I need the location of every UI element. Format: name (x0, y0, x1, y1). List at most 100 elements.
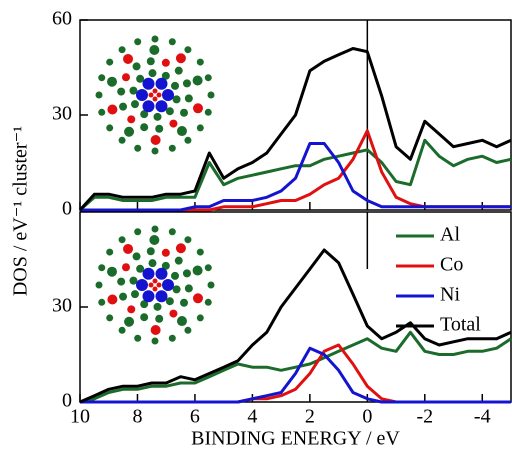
atom (146, 247, 155, 256)
x-tick-label: 8 (132, 406, 142, 428)
atom (180, 108, 189, 117)
atom (204, 298, 212, 306)
cluster-icon (95, 35, 215, 155)
atom (98, 298, 106, 306)
series-line (79, 138, 512, 212)
series-line (79, 248, 512, 404)
atom (150, 324, 161, 335)
y-axis-label: DOS / eV⁻¹ cluster⁻¹ (10, 126, 32, 296)
atom (130, 290, 139, 299)
atom (172, 95, 181, 104)
atom (134, 38, 142, 46)
atom (124, 126, 135, 137)
atom (162, 279, 174, 291)
atom (192, 293, 203, 304)
atom (169, 119, 178, 128)
atom (153, 302, 162, 311)
x-tick-label: 2 (305, 406, 315, 428)
atom (142, 77, 155, 90)
atom (134, 334, 142, 342)
cluster-icon (95, 225, 215, 345)
atom (118, 236, 126, 244)
atom (180, 298, 189, 307)
atom (106, 314, 114, 322)
atom (196, 124, 204, 132)
atom (155, 290, 168, 303)
atom (168, 334, 176, 342)
atom (136, 89, 148, 101)
y-tick-label: 60 (52, 8, 72, 30)
atom (174, 66, 183, 75)
atom (165, 297, 174, 306)
atom (95, 281, 103, 289)
atom (148, 69, 157, 78)
atom (130, 100, 139, 109)
y-tick-label: 30 (52, 103, 72, 125)
atom (117, 277, 126, 286)
legend-label: Co (440, 254, 463, 276)
atom (168, 144, 176, 152)
atom (98, 74, 106, 82)
atom (142, 100, 155, 113)
atom (171, 81, 180, 90)
atom (162, 89, 174, 101)
atom (156, 92, 162, 98)
atom (184, 236, 192, 244)
atom (136, 279, 148, 291)
y-tick-label: 0 (62, 390, 72, 412)
atom (107, 266, 118, 277)
atom (176, 316, 187, 327)
atom (184, 284, 193, 293)
atom (132, 252, 141, 261)
atom (134, 144, 142, 152)
atom (148, 92, 154, 98)
atom (174, 256, 183, 265)
atom (107, 76, 118, 87)
x-tick-label: 6 (190, 406, 200, 428)
atom (192, 265, 203, 276)
atom (107, 294, 118, 305)
atom (142, 290, 155, 303)
atom (155, 314, 164, 323)
atom (153, 112, 162, 121)
atom (95, 91, 103, 99)
atom (196, 58, 204, 66)
atom (204, 74, 212, 82)
atom (152, 286, 158, 292)
atom (136, 264, 145, 273)
atom (155, 267, 168, 280)
atom (152, 88, 158, 94)
atom (182, 79, 191, 88)
atom (118, 136, 126, 144)
atom (149, 45, 160, 56)
atom (192, 103, 203, 114)
atom (151, 225, 159, 233)
y-tick-label: 0 (62, 198, 72, 220)
atom (107, 104, 118, 115)
x-tick-label: 4 (247, 406, 257, 428)
y-tick-label: 30 (52, 295, 72, 317)
atom (168, 228, 176, 236)
atom (142, 267, 155, 280)
atom (129, 86, 138, 95)
atom (182, 269, 191, 278)
x-tick-label: -2 (416, 406, 433, 428)
atom (127, 115, 136, 124)
atom (140, 300, 149, 309)
legend-label: Ni (440, 284, 460, 306)
atom (118, 46, 126, 54)
x-axis-label: BINDING ENERGY / eV (191, 428, 400, 450)
series-line (80, 346, 511, 404)
atom (134, 228, 142, 236)
atom (169, 309, 178, 318)
atom (204, 108, 212, 116)
atom (171, 271, 180, 280)
atom (151, 337, 159, 345)
atom (151, 35, 159, 43)
atom (184, 136, 192, 144)
atom (175, 53, 186, 64)
atom (207, 281, 215, 289)
atom (184, 94, 193, 103)
atom (196, 314, 204, 322)
